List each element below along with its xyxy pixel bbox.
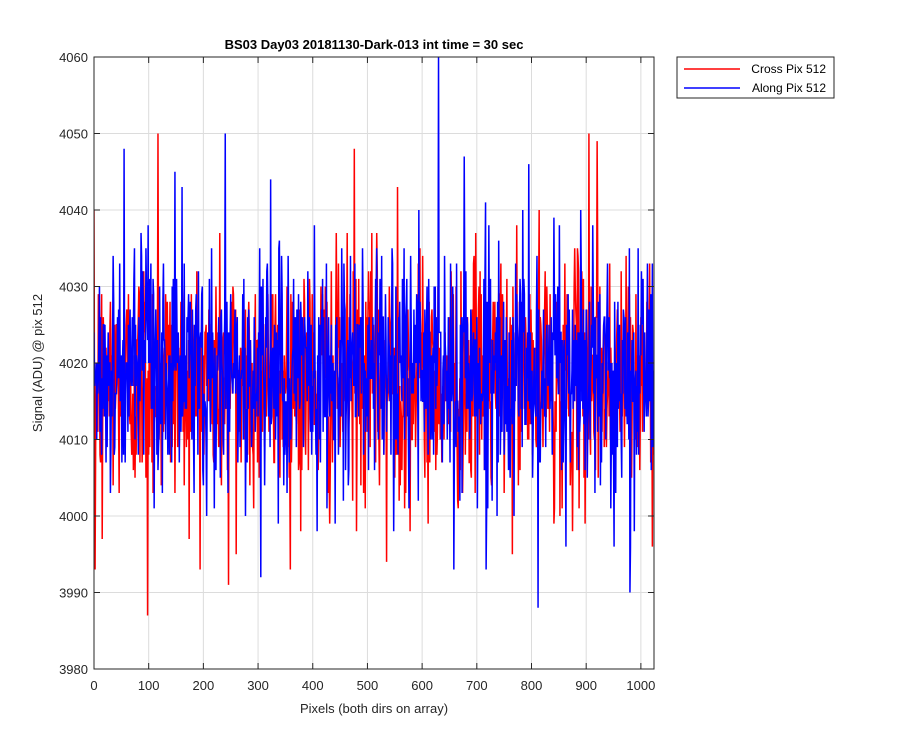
legend-label-cross: Cross Pix 512: [751, 62, 826, 76]
y-tick-label: 4040: [59, 203, 88, 218]
x-axis-title: Pixels (both dirs on array): [300, 701, 448, 716]
x-tick-label: 600: [411, 678, 433, 693]
x-tick-label: 700: [466, 678, 488, 693]
legend: Cross Pix 512 Along Pix 512: [676, 56, 835, 99]
x-tick-label: 500: [357, 678, 379, 693]
y-axis-title: Signal (ADU) @ pix 512: [30, 294, 45, 432]
x-tick-labels: 0 100 200 300 400 500 600 700 800 900 1000: [90, 678, 655, 693]
series-layer: [94, 57, 654, 616]
legend-label-along: Along Pix 512: [752, 81, 826, 95]
legend-box: [676, 56, 835, 99]
y-tick-label: 4050: [59, 127, 88, 142]
x-tick-label: 100: [138, 678, 160, 693]
y-tick-label: 4000: [59, 509, 88, 524]
ticks: [93, 56, 654, 670]
y-tick-label: 3980: [59, 662, 88, 677]
x-tick-label: 0: [90, 678, 97, 693]
y-tick-labels: 3980 3990 4000 4010 4020 4030 4040 4050 4060: [59, 50, 88, 677]
chart-title: BS03 Day03 20181130-Dark-013 int time = …: [225, 37, 524, 52]
x-tick-label: 400: [302, 678, 324, 693]
y-tick-label: 4060: [59, 50, 88, 65]
x-tick-label: 800: [521, 678, 543, 693]
y-tick-label: 4030: [59, 280, 88, 295]
x-tick-label: 1000: [626, 678, 655, 693]
y-tick-label: 4020: [59, 356, 88, 371]
y-tick-label: 3990: [59, 586, 88, 601]
x-tick-label: 900: [575, 678, 597, 693]
series-along-pix-512: [94, 57, 654, 608]
y-tick-label: 4010: [59, 433, 88, 448]
x-tick-label: 200: [193, 678, 215, 693]
x-tick-label: 300: [247, 678, 269, 693]
